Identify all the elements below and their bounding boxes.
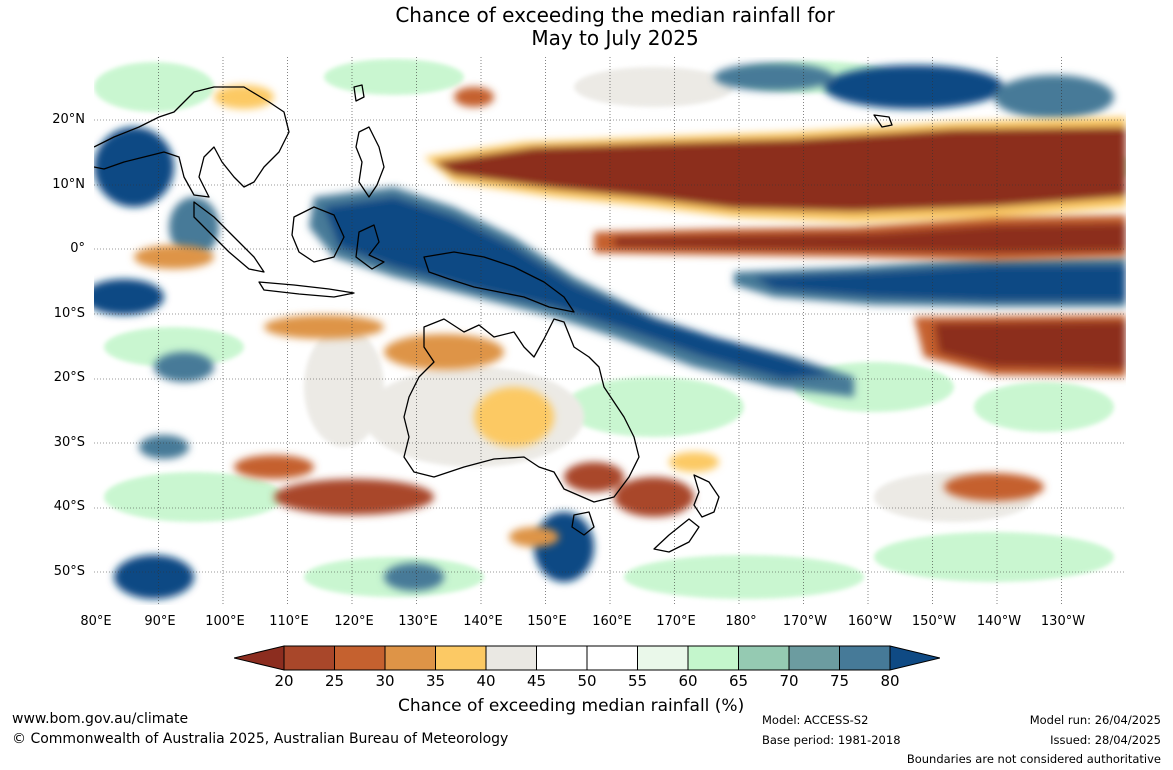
title-line-2: May to July 2025	[531, 26, 699, 50]
australia-coastline	[403, 318, 640, 503]
colorbar-cell	[485, 645, 537, 671]
lon-label: 160°W	[847, 614, 893, 629]
colorbar-tick-label: 35	[425, 672, 446, 690]
colorbar-tick-label: 40	[476, 672, 496, 690]
colorbar-cell	[586, 645, 638, 671]
lon-label: 90°E	[144, 614, 176, 629]
colorbar-tick-label: 70	[779, 672, 799, 690]
colorbar-tick-label: 65	[728, 672, 749, 690]
colorbar-extend-low	[234, 645, 285, 671]
lat-label: 0°	[70, 241, 85, 256]
colorbar-cell	[637, 645, 689, 671]
lat-label: 10°S	[53, 306, 85, 321]
lat-label: 20°S	[53, 370, 85, 385]
lon-label: 140°E	[463, 614, 503, 629]
lon-label: 150°E	[527, 614, 567, 629]
lat-label: 50°S	[53, 564, 85, 579]
borneo-coastline	[291, 206, 345, 263]
coastlines	[94, 84, 893, 553]
colorbar-tick-label: 75	[829, 672, 850, 690]
rainfall-map	[94, 57, 1126, 605]
colorbar-cell	[738, 645, 790, 671]
colorbar-tick-label: 25	[324, 672, 345, 690]
lon-label: 80°E	[80, 614, 112, 629]
colorbar-cell	[687, 645, 739, 671]
new-zealand-south-coastline	[653, 518, 700, 553]
base-period-text: Base period: 1981-2018	[762, 733, 901, 747]
map-canvas	[94, 57, 1126, 605]
taiwan-coastline	[353, 84, 365, 102]
colorbar-tick-label: 20	[274, 672, 294, 690]
copyright-text: © Commonwealth of Australia 2025, Austra…	[12, 731, 509, 747]
lon-label: 170°E	[656, 614, 696, 629]
colorbar-cell	[334, 645, 386, 671]
lat-label: 20°N	[52, 112, 85, 127]
colorbar-cell	[788, 645, 840, 671]
lon-label: 110°E	[269, 614, 309, 629]
colorbar-tick-label: 30	[375, 672, 395, 690]
colorbar	[234, 645, 940, 671]
lon-label: 130°E	[398, 614, 438, 629]
colorbar-tick-label: 50	[577, 672, 597, 690]
disclaimer-text: Boundaries are not considered authoritat…	[906, 752, 1161, 766]
model-run-text: Model run: 26/04/2025	[1029, 713, 1161, 727]
issued-text: Issued: 28/04/2025	[1050, 733, 1161, 747]
colorbar-extend-high	[889, 645, 940, 671]
se-asia-coastline	[94, 86, 290, 198]
lon-label: 160°E	[592, 614, 632, 629]
colorbar-cell	[839, 645, 891, 671]
model-text: Model: ACCESS-S2	[762, 713, 869, 727]
lat-label: 10°N	[52, 177, 85, 192]
colorbar-cell	[435, 645, 487, 671]
lat-label: 30°S	[53, 435, 85, 450]
hawaii-coastline	[873, 114, 893, 128]
lon-label: 130°W	[1040, 614, 1086, 629]
lon-label: 100°E	[205, 614, 245, 629]
sulawesi-coastline	[355, 224, 385, 270]
sumatra-coastline	[193, 201, 265, 273]
philippines-coastline	[355, 126, 385, 198]
lon-label: 140°W	[976, 614, 1022, 629]
website-url: www.bom.gov.au/climate	[12, 711, 189, 727]
colorbar-tick-label: 60	[678, 672, 698, 690]
colorbar-cell	[536, 645, 588, 671]
colorbar-cell	[283, 645, 335, 671]
lon-label: 150°W	[911, 614, 957, 629]
lat-label: 40°S	[53, 499, 85, 514]
java-coastline	[258, 281, 355, 298]
lon-label: 170°W	[782, 614, 828, 629]
map-title: Chance of exceeding the median rainfall …	[0, 4, 1173, 50]
colorbar-label: Chance of exceeding median rainfall (%)	[398, 696, 745, 716]
new-guinea-coastline	[423, 251, 575, 313]
lon-label: 120°E	[334, 614, 374, 629]
colorbar-tick-label: 55	[627, 672, 648, 690]
tasmania-coastline	[571, 511, 595, 536]
colorbar-tick-label: 80	[880, 672, 900, 690]
colorbar-tick-label: 45	[526, 672, 547, 690]
title-line-1: Chance of exceeding the median rainfall …	[395, 3, 835, 27]
colorbar-cell	[384, 645, 436, 671]
lon-label: 180°	[725, 614, 757, 629]
graticule	[94, 57, 1126, 605]
dry-regions	[134, 85, 1126, 547]
new-zealand-coastline	[693, 474, 720, 518]
